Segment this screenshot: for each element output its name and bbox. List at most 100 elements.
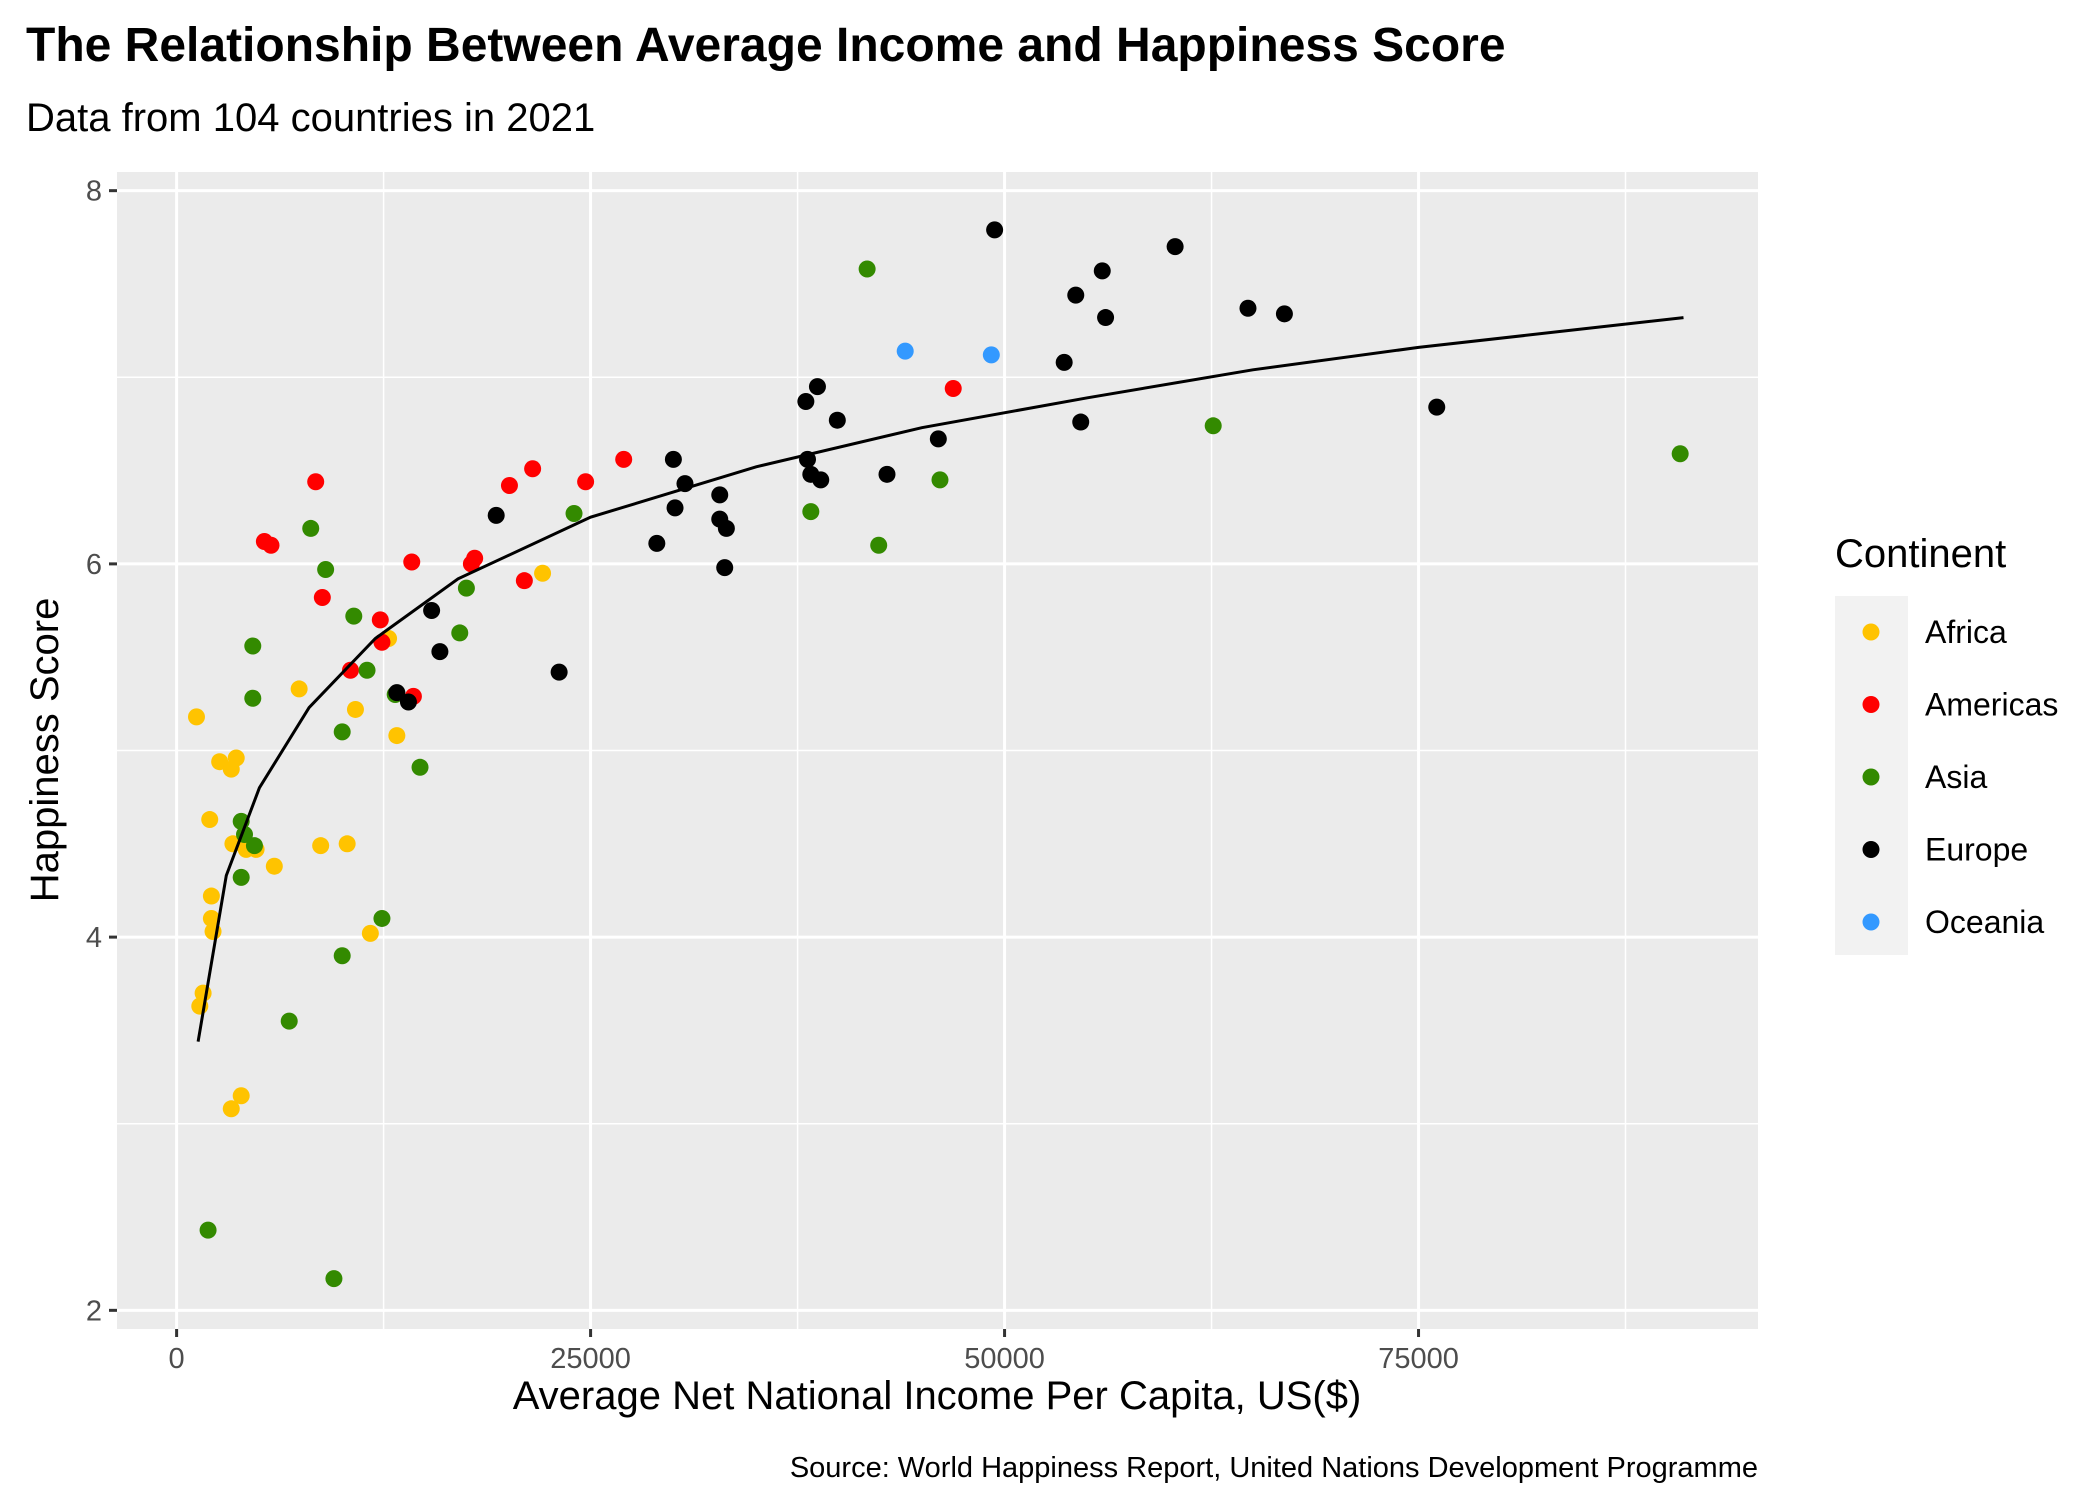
data-point-europe: [666, 499, 684, 517]
data-point-americas: [524, 460, 542, 478]
data-point-europe: [711, 486, 729, 504]
data-point-asia: [411, 758, 429, 776]
legend-key-oceania: [1862, 913, 1880, 931]
data-point-europe: [1097, 309, 1115, 327]
data-point-africa: [232, 1087, 250, 1105]
data-point-africa: [346, 700, 364, 718]
data-point-asia: [373, 909, 391, 927]
data-point-asia: [565, 505, 583, 523]
data-point-europe: [423, 602, 441, 620]
data-point-asia: [1671, 445, 1689, 463]
x-tick-label: 0: [169, 1343, 185, 1375]
trend-line: [196, 316, 1684, 1042]
data-point-asia: [245, 837, 263, 855]
data-point-americas: [262, 536, 280, 554]
data-point-americas: [577, 473, 595, 491]
data-point-americas: [944, 379, 962, 397]
data-point-americas: [341, 661, 359, 679]
data-point-asia: [802, 503, 820, 521]
x-tick-label: 75000: [1378, 1343, 1459, 1375]
data-point-europe: [929, 430, 947, 448]
data-point-europe: [1239, 299, 1257, 317]
major-gridlines: [117, 172, 1758, 1329]
data-point-europe: [1275, 305, 1293, 323]
legend-key-africa: [1862, 623, 1880, 641]
data-point-europe: [717, 519, 735, 537]
data-point-africa: [202, 909, 220, 927]
axis-ticks: [109, 189, 1421, 1337]
data-point-europe: [1166, 238, 1184, 256]
data-point-asia: [345, 607, 363, 625]
data-point-asia: [317, 560, 335, 578]
data-point-asia: [325, 1270, 343, 1288]
legend-title: Continent: [1835, 532, 2006, 576]
y-tick-label: 2: [86, 1295, 102, 1327]
data-point-americas: [403, 553, 421, 571]
data-point-europe: [986, 221, 1004, 239]
data-points: [187, 221, 1689, 1288]
x-tick-label: 50000: [964, 1343, 1045, 1375]
data-point-asia: [244, 689, 262, 707]
legend: Continent Africa Americas Asia Europe Oceani…: [1835, 532, 2058, 955]
y-tick-label: 4: [86, 922, 102, 954]
data-point-europe: [716, 559, 734, 577]
data-point-africa: [265, 857, 283, 875]
data-point-asia: [1204, 417, 1222, 435]
legend-key-americas: [1862, 696, 1880, 713]
data-point-europe: [550, 663, 568, 681]
data-point-asia: [280, 1012, 298, 1030]
data-point-africa: [290, 680, 308, 698]
x-tick-label: 25000: [550, 1343, 631, 1375]
data-point-europe: [1055, 353, 1073, 371]
x-axis-title: Average Net National Income Per Capita, …: [513, 1374, 1362, 1418]
data-point-asia: [199, 1221, 217, 1239]
data-point-europe: [812, 471, 830, 489]
legend-label-americas: Americas: [1925, 687, 2058, 723]
data-point-africa: [201, 811, 219, 829]
data-point-americas: [615, 450, 633, 468]
data-point-europe: [878, 465, 896, 483]
data-point-asia: [232, 868, 250, 886]
legend-label-oceania: Oceania: [1925, 904, 2044, 940]
data-point-europe: [1093, 262, 1111, 280]
data-point-europe: [431, 643, 449, 661]
y-tick-label: 8: [86, 176, 102, 208]
data-point-europe: [1072, 413, 1090, 431]
legend-label-europe: Europe: [1925, 832, 2028, 868]
y-tick-label: 6: [86, 549, 102, 581]
data-point-europe: [399, 693, 417, 711]
data-point-africa: [361, 924, 379, 942]
minor-gridlines: [117, 172, 1758, 1329]
data-point-africa: [227, 749, 245, 767]
data-point-asia: [451, 624, 469, 642]
chart-title: The Relationship Between Average Income …: [26, 19, 1506, 72]
legend-key-asia: [1862, 768, 1880, 786]
data-point-americas: [515, 572, 533, 590]
data-point-europe: [664, 450, 682, 468]
data-point-europe: [388, 684, 406, 702]
data-point-africa: [534, 564, 552, 582]
x-axis-tick-labels: 0 25000 50000 75000: [169, 1343, 1459, 1375]
data-point-africa: [194, 984, 212, 1002]
chart-subtitle: Data from 104 countries in 2021: [26, 96, 595, 140]
data-point-europe: [828, 411, 846, 429]
data-point-asia: [457, 579, 475, 597]
data-point-americas: [371, 611, 389, 629]
data-point-asia: [333, 723, 351, 741]
data-point-africa: [187, 708, 205, 726]
data-point-europe: [1428, 398, 1446, 416]
data-point-asia: [858, 260, 876, 278]
data-point-americas: [500, 477, 518, 495]
chart-caption: Source: World Happiness Report, United N…: [790, 1452, 1758, 1484]
data-point-europe: [797, 393, 815, 411]
data-point-asia: [358, 661, 376, 679]
data-point-asia: [244, 637, 262, 655]
data-point-europe: [1067, 286, 1085, 304]
data-point-asia: [333, 947, 351, 965]
data-point-asia: [931, 471, 949, 489]
data-point-europe: [648, 534, 666, 552]
legend-key-europe: [1862, 841, 1880, 858]
data-point-asia: [870, 536, 888, 554]
data-point-europe: [487, 506, 505, 524]
